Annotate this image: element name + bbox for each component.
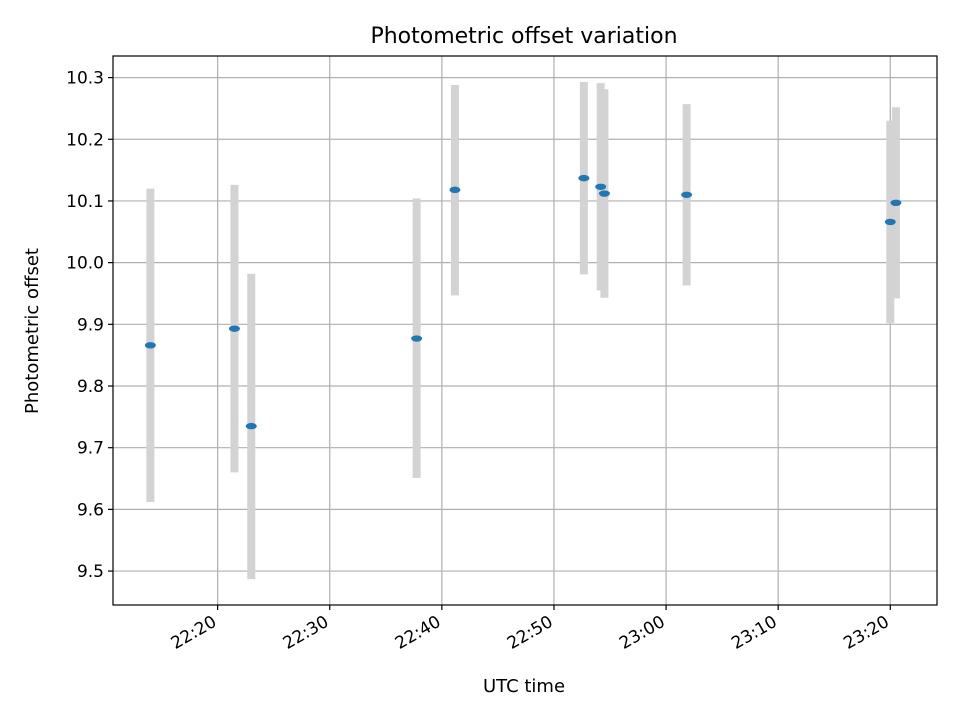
y-tick-label: 10.1 bbox=[66, 192, 104, 212]
x-axis-label: UTC time bbox=[483, 676, 565, 697]
y-tick-label: 9.6 bbox=[77, 500, 104, 520]
y-tick-label: 9.5 bbox=[77, 562, 104, 582]
y-axis-label: Photometric offset bbox=[22, 248, 43, 414]
data-point bbox=[598, 190, 610, 197]
data-point bbox=[228, 325, 240, 332]
data-point bbox=[411, 335, 423, 342]
y-tick-label: 10.3 bbox=[66, 69, 104, 89]
data-point bbox=[681, 191, 693, 198]
data-point bbox=[595, 183, 607, 190]
y-tick-label: 9.9 bbox=[77, 315, 104, 335]
y-tick-label: 10.0 bbox=[66, 254, 104, 274]
plot-frame bbox=[112, 55, 938, 606]
y-tick-label: 9.7 bbox=[77, 439, 104, 459]
data-point bbox=[890, 199, 902, 207]
data-point bbox=[578, 174, 590, 182]
data-point bbox=[449, 186, 461, 194]
data-point bbox=[884, 218, 896, 226]
y-axis-ticks: 9.5 9.6 9.7 9.8 9.9 10.0 10.1 10.2 10.3 bbox=[66, 69, 113, 582]
y-tick-label: 9.8 bbox=[77, 377, 104, 397]
data-point bbox=[144, 342, 156, 349]
data-point bbox=[245, 422, 257, 430]
data-points bbox=[144, 174, 902, 430]
y-tick-label: 10.2 bbox=[66, 130, 104, 150]
chart-title: Photometric offset variation bbox=[370, 24, 677, 49]
